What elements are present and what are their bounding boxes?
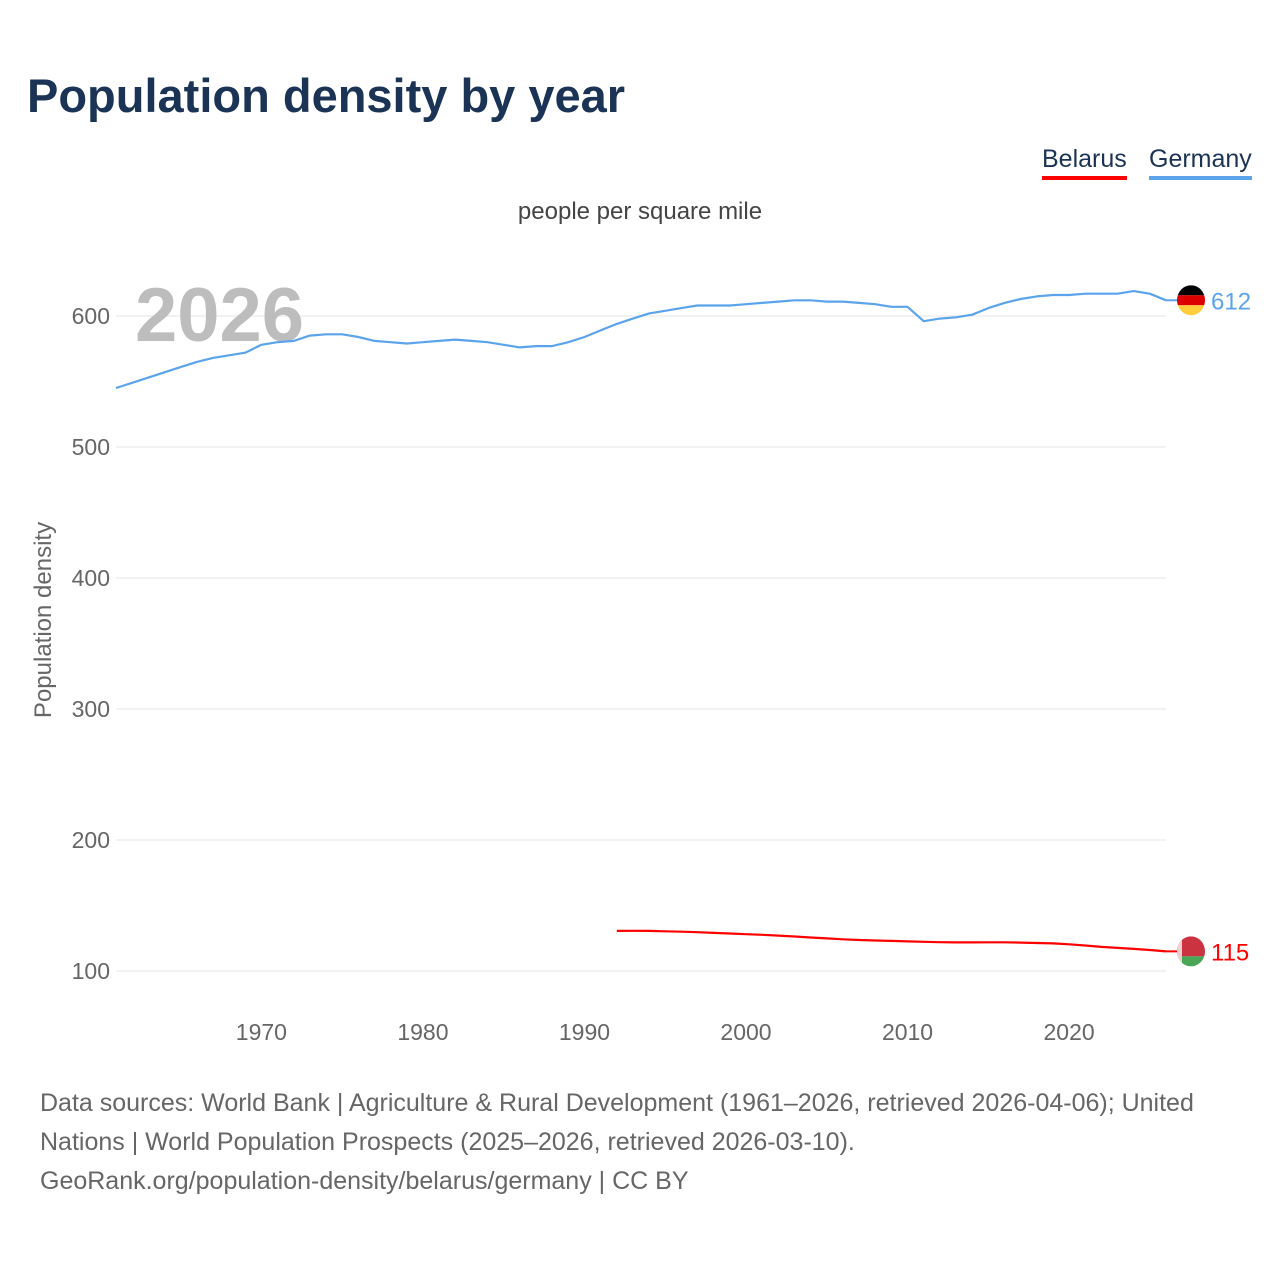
y-tick-label: 200: [72, 827, 110, 853]
year-watermark: 2026: [135, 273, 304, 358]
series-line-germany[interactable]: [115, 290, 1167, 390]
chart-title: Population density by year: [27, 69, 626, 122]
germany-flag-icon: [1177, 285, 1205, 316]
line-chart: 100 200 300 400 500 600 1970 1980 1990 2000 2010 20…: [30, 273, 1251, 1045]
end-value-label: 115: [1211, 939, 1249, 966]
y-axis-label: Population density: [30, 522, 57, 718]
legend-belarus[interactable]: Belarus: [1042, 145, 1127, 180]
source-link[interactable]: GeoRank.org/population-density/belarus/g…: [40, 1167, 689, 1195]
x-tick-label: 1970: [236, 1019, 287, 1045]
y-tick-label: 600: [72, 303, 110, 329]
y-tick-label: 500: [72, 434, 110, 460]
x-tick-label: 2020: [1043, 1019, 1094, 1045]
data-sources: Data sources: World Bank | Agriculture &…: [40, 1089, 1194, 1156]
chart-subtitle: people per square mile: [517, 198, 763, 225]
y-tick-label: 400: [72, 565, 110, 591]
y-tick-label: 100: [72, 958, 110, 984]
x-tick-label: 2000: [720, 1019, 771, 1045]
x-tick-label: 1980: [397, 1019, 448, 1045]
footer: Data sources: World Bank | Agriculture &…: [40, 1084, 1250, 1201]
end-value-label: 612: [1211, 288, 1251, 315]
legend-germany[interactable]: Germany: [1149, 145, 1252, 180]
series-line-belarus[interactable]: [616, 929, 1167, 953]
x-tick-label: 2010: [882, 1019, 933, 1045]
y-tick-label: 300: [72, 696, 110, 722]
x-tick-label: 1990: [559, 1019, 610, 1045]
belarus-flag-icon: [1177, 936, 1205, 967]
